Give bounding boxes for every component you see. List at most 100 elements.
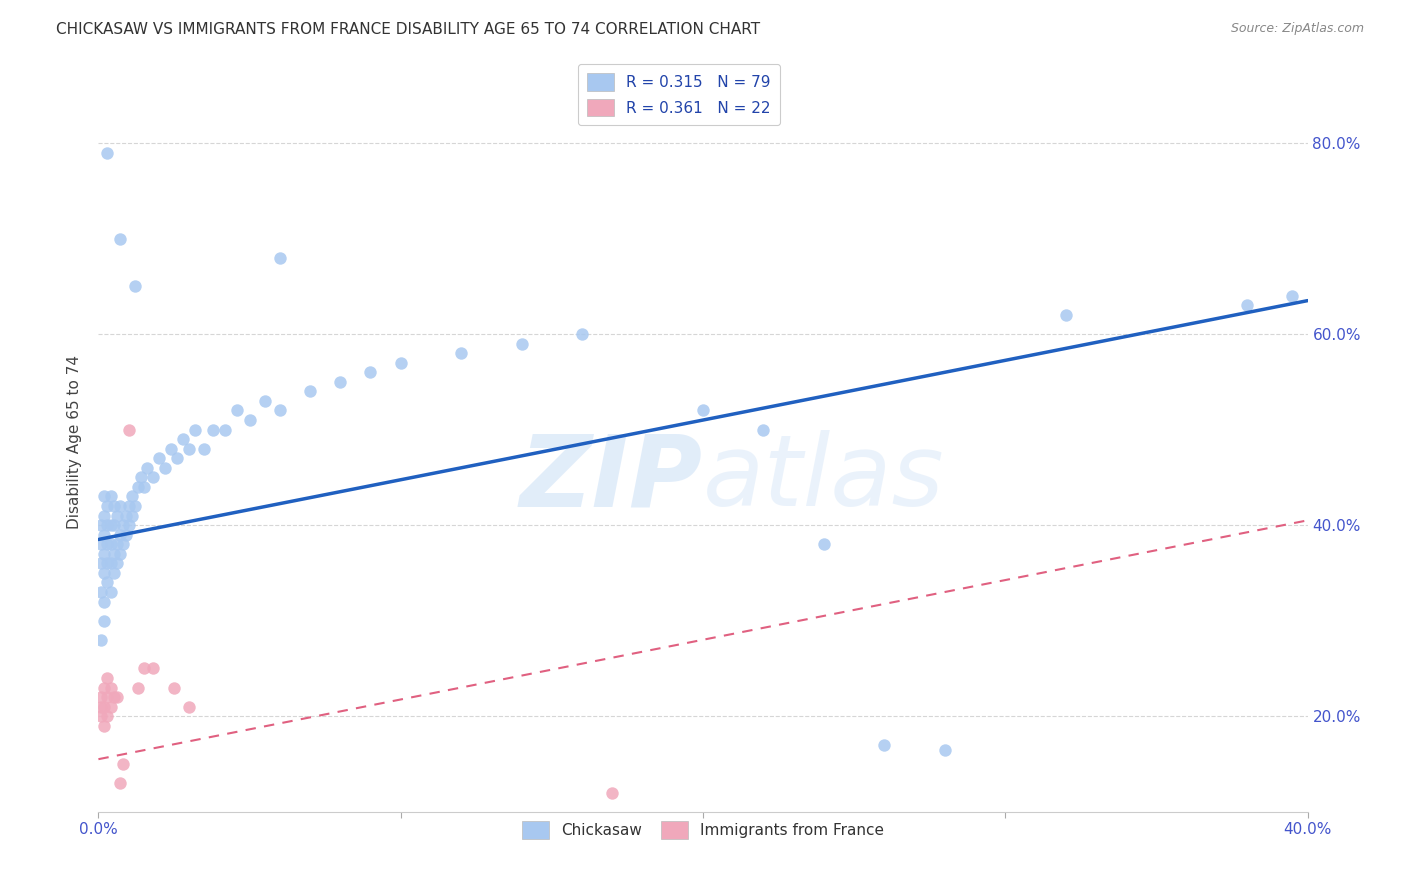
Point	[96, 145, 118, 160]
Point	[108, 547, 131, 561]
Point	[360, 365, 382, 379]
Point	[93, 490, 115, 504]
Point	[299, 384, 322, 399]
Text: atlas: atlas	[703, 430, 945, 527]
Point	[269, 251, 291, 265]
Point	[124, 499, 146, 513]
Point	[1281, 289, 1303, 303]
Point	[129, 470, 152, 484]
Point	[96, 690, 118, 704]
Point	[90, 537, 112, 551]
Point	[100, 518, 122, 533]
Point	[114, 527, 136, 541]
Point	[96, 499, 118, 513]
Point	[179, 442, 201, 456]
Point	[873, 738, 896, 752]
Point	[105, 557, 128, 571]
Point	[934, 742, 956, 756]
Point	[96, 557, 118, 571]
Point	[329, 375, 352, 389]
Y-axis label: Disability Age 65 to 74: Disability Age 65 to 74	[67, 354, 83, 529]
Point	[172, 432, 194, 446]
Point	[93, 681, 115, 695]
Point	[253, 393, 276, 408]
Point	[193, 442, 215, 456]
Point	[100, 585, 122, 599]
Point	[166, 451, 188, 466]
Point	[93, 566, 115, 580]
Point	[142, 661, 165, 675]
Point	[510, 336, 533, 351]
Point	[127, 681, 149, 695]
Point	[118, 499, 141, 513]
Point	[103, 499, 125, 513]
Point	[111, 518, 134, 533]
Point	[602, 786, 624, 800]
Point	[90, 699, 112, 714]
Point	[121, 490, 143, 504]
Point	[96, 575, 118, 590]
Point	[93, 527, 115, 541]
Point	[90, 518, 112, 533]
Point	[148, 451, 170, 466]
Point	[114, 508, 136, 523]
Point	[239, 413, 262, 427]
Point	[90, 690, 112, 704]
Legend: Chickasaw, Immigrants from France: Chickasaw, Immigrants from France	[516, 815, 890, 845]
Point	[90, 709, 112, 723]
Point	[179, 699, 201, 714]
Point	[135, 460, 157, 475]
Point	[93, 719, 115, 733]
Text: Source: ZipAtlas.com: Source: ZipAtlas.com	[1230, 22, 1364, 36]
Point	[93, 508, 115, 523]
Point	[127, 480, 149, 494]
Point	[96, 518, 118, 533]
Text: CHICKASAW VS IMMIGRANTS FROM FRANCE DISABILITY AGE 65 TO 74 CORRELATION CHART: CHICKASAW VS IMMIGRANTS FROM FRANCE DISA…	[56, 22, 761, 37]
Point	[132, 480, 155, 494]
Point	[813, 537, 835, 551]
Point	[142, 470, 165, 484]
Point	[153, 460, 176, 475]
Point	[118, 518, 141, 533]
Point	[103, 566, 125, 580]
Point	[100, 537, 122, 551]
Point	[108, 776, 131, 790]
Point	[571, 327, 593, 342]
Text: ZIP: ZIP	[520, 430, 703, 527]
Point	[103, 690, 125, 704]
Point	[105, 537, 128, 551]
Point	[163, 681, 186, 695]
Point	[100, 699, 122, 714]
Point	[692, 403, 714, 417]
Point	[111, 537, 134, 551]
Point	[124, 279, 146, 293]
Point	[108, 231, 131, 245]
Point	[93, 614, 115, 628]
Point	[1236, 298, 1258, 312]
Point	[214, 423, 236, 437]
Point	[1054, 308, 1077, 322]
Point	[105, 508, 128, 523]
Point	[184, 423, 207, 437]
Point	[103, 518, 125, 533]
Point	[269, 403, 291, 417]
Point	[108, 499, 131, 513]
Point	[121, 508, 143, 523]
Point	[389, 356, 412, 370]
Point	[96, 709, 118, 723]
Point	[93, 699, 115, 714]
Point	[105, 690, 128, 704]
Point	[100, 557, 122, 571]
Point	[118, 423, 141, 437]
Point	[752, 423, 775, 437]
Point	[100, 490, 122, 504]
Point	[108, 527, 131, 541]
Point	[100, 681, 122, 695]
Point	[96, 671, 118, 685]
Point	[90, 557, 112, 571]
Point	[450, 346, 472, 360]
Point	[96, 537, 118, 551]
Point	[93, 547, 115, 561]
Point	[226, 403, 249, 417]
Point	[160, 442, 183, 456]
